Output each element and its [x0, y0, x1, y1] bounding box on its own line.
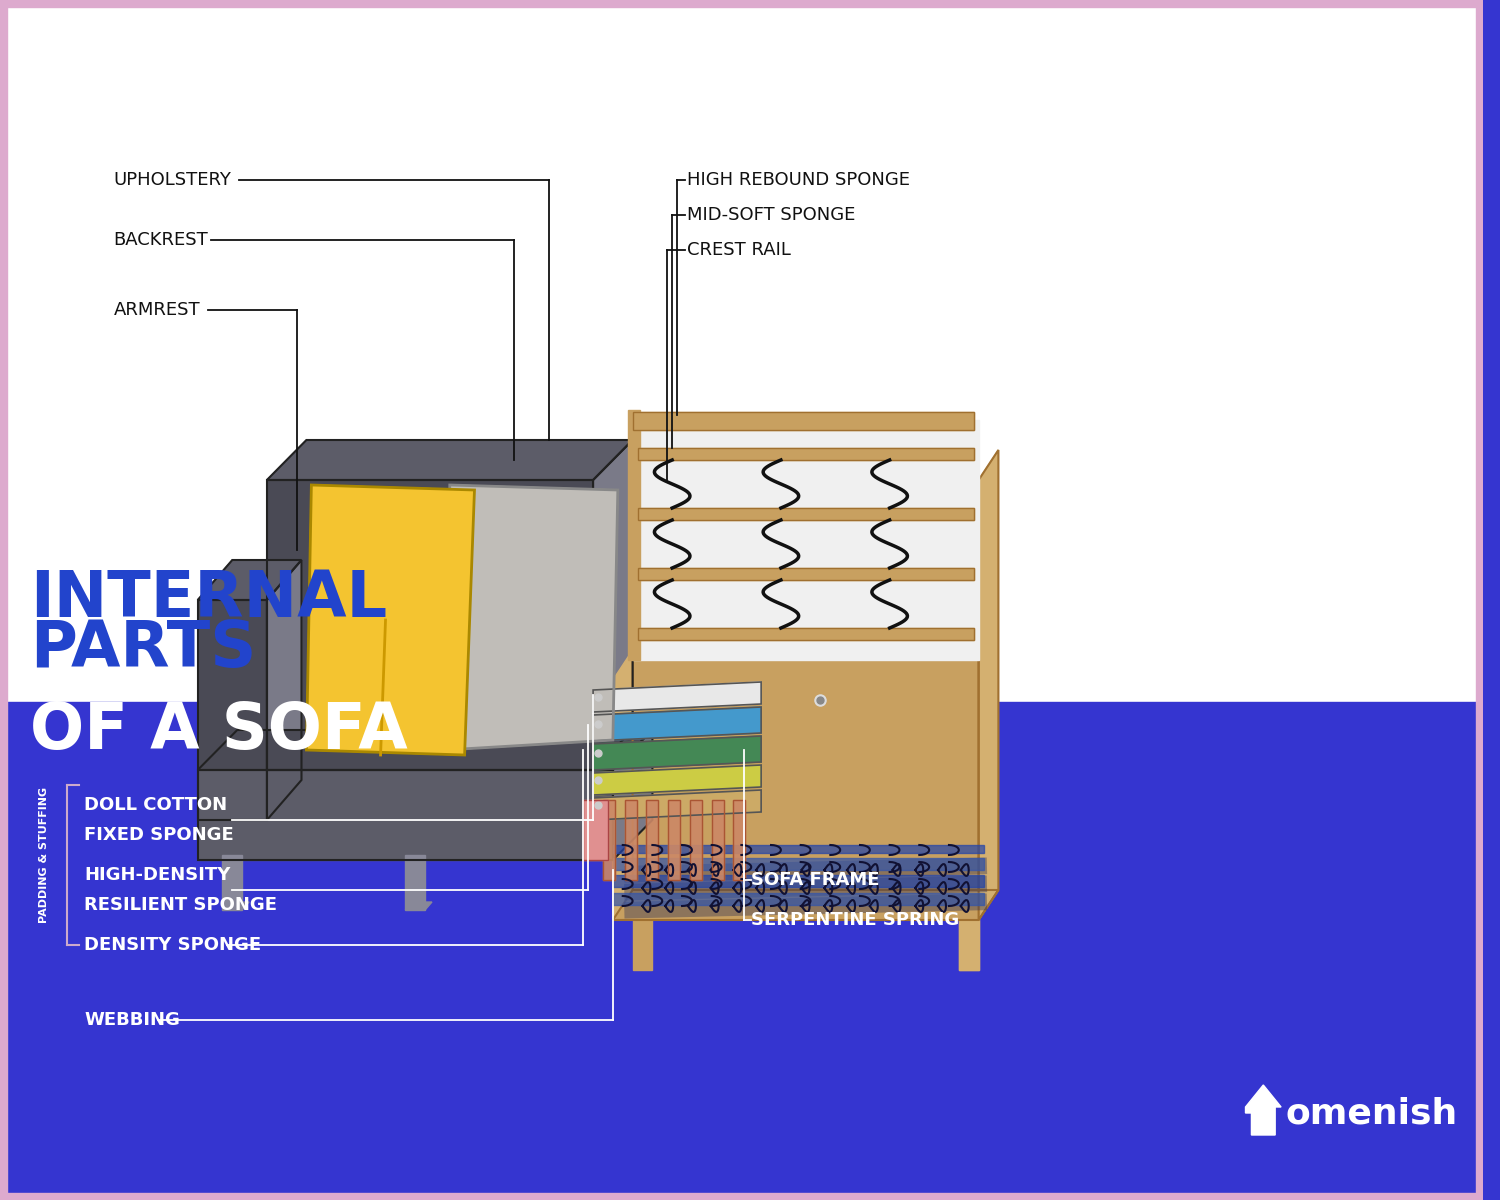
Bar: [603, 800, 615, 880]
Text: OF A SOFA: OF A SOFA: [30, 700, 408, 762]
Polygon shape: [592, 707, 760, 740]
Bar: [734, 800, 746, 880]
Bar: [603, 800, 615, 880]
Polygon shape: [592, 766, 760, 794]
Bar: [638, 448, 974, 460]
Text: UPHOLSTERY: UPHOLSTERY: [114, 170, 231, 188]
Polygon shape: [267, 440, 633, 480]
Polygon shape: [198, 560, 302, 600]
Polygon shape: [222, 902, 249, 910]
Bar: [638, 628, 974, 640]
Bar: [222, 854, 242, 910]
Text: CREST RAIL: CREST RAIL: [687, 241, 790, 259]
Bar: [633, 888, 652, 970]
Polygon shape: [978, 450, 999, 920]
Polygon shape: [267, 480, 592, 770]
Polygon shape: [592, 682, 760, 712]
Bar: [638, 568, 974, 580]
Polygon shape: [614, 890, 999, 920]
Polygon shape: [633, 420, 978, 660]
Text: PADDING & STUFFING: PADDING & STUFFING: [39, 787, 50, 923]
Bar: [614, 845, 984, 853]
Polygon shape: [1245, 1085, 1281, 1135]
Bar: [638, 508, 974, 520]
Bar: [584, 800, 608, 860]
Text: FIXED SPONGE: FIXED SPONGE: [84, 826, 234, 844]
Polygon shape: [614, 730, 652, 860]
Text: DOLL COTTON: DOLL COTTON: [84, 796, 226, 814]
Polygon shape: [592, 440, 633, 770]
Polygon shape: [198, 730, 652, 770]
Text: HIGH-DENSITY: HIGH-DENSITY: [84, 866, 231, 884]
Bar: [614, 875, 984, 887]
Text: INTERNAL: INTERNAL: [30, 568, 387, 630]
Bar: [0, 1193, 1482, 1200]
Text: RESILIENT SPONGE: RESILIENT SPONGE: [84, 896, 278, 914]
Bar: [646, 800, 658, 880]
Polygon shape: [633, 480, 978, 890]
Bar: [0, 0, 1482, 702]
Bar: [0, 0, 1482, 7]
Bar: [690, 800, 702, 880]
Bar: [584, 800, 608, 860]
Bar: [958, 888, 978, 970]
Text: BACKREST: BACKREST: [114, 230, 209, 248]
Bar: [0, 702, 1482, 1200]
Bar: [638, 568, 974, 580]
Bar: [405, 854, 424, 910]
Polygon shape: [198, 600, 267, 820]
Text: DENSITY SPONGE: DENSITY SPONGE: [84, 936, 261, 954]
Bar: [624, 800, 636, 880]
Bar: [633, 412, 974, 430]
Bar: [0, 0, 8, 1200]
Bar: [638, 448, 974, 460]
Text: SERPENTINE SPRING: SERPENTINE SPRING: [752, 911, 960, 929]
Polygon shape: [958, 920, 978, 970]
Bar: [633, 412, 974, 430]
Bar: [711, 800, 723, 880]
Text: omenish: omenish: [1286, 1096, 1458, 1130]
Polygon shape: [446, 485, 618, 750]
Text: SOFA FRAME: SOFA FRAME: [752, 871, 880, 889]
Bar: [614, 893, 984, 905]
Polygon shape: [267, 560, 302, 820]
Bar: [624, 800, 636, 880]
Bar: [638, 508, 974, 520]
Bar: [638, 628, 974, 640]
Bar: [1476, 0, 1482, 1200]
Polygon shape: [306, 485, 474, 755]
Bar: [690, 800, 702, 880]
Bar: [614, 858, 984, 870]
Text: PARTS: PARTS: [30, 618, 256, 680]
Text: HIGH REBOUND SPONGE: HIGH REBOUND SPONGE: [687, 170, 910, 188]
Bar: [646, 800, 658, 880]
Text: MID-SOFT SPONGE: MID-SOFT SPONGE: [687, 206, 855, 224]
Text: ARMREST: ARMREST: [114, 301, 201, 319]
Bar: [627, 410, 639, 660]
Polygon shape: [592, 790, 760, 820]
Text: WEBBING: WEBBING: [84, 1010, 180, 1028]
Polygon shape: [614, 650, 633, 920]
Bar: [668, 800, 680, 880]
Polygon shape: [198, 770, 614, 860]
Polygon shape: [405, 902, 432, 910]
Bar: [711, 800, 723, 880]
Bar: [668, 800, 680, 880]
Bar: [734, 800, 746, 880]
Polygon shape: [592, 736, 760, 770]
